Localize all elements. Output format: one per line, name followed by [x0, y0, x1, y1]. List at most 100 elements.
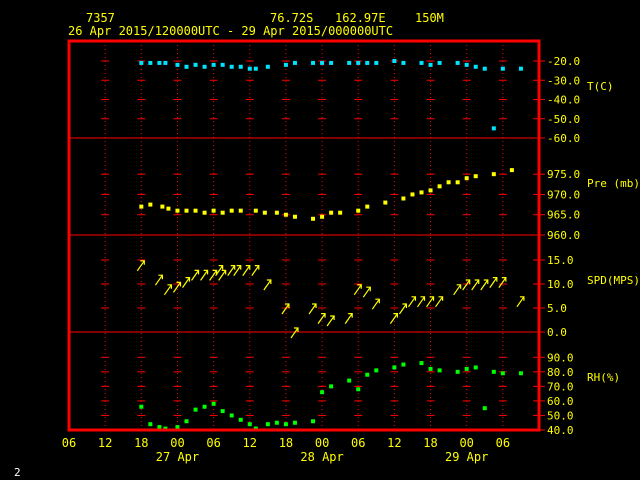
wind-arrow-head	[203, 269, 209, 275]
data-point	[253, 208, 258, 213]
data-point	[274, 210, 279, 215]
data-point	[464, 366, 469, 371]
data-point	[464, 176, 469, 181]
data-point	[473, 174, 478, 179]
x-tick-label: 00	[315, 436, 329, 450]
wind-arrow-head	[483, 279, 489, 284]
wind-arrow-head	[366, 286, 371, 292]
data-point	[374, 60, 379, 65]
data-point	[175, 425, 180, 430]
data-point	[356, 208, 361, 213]
y-tick-label: 90.0	[547, 351, 574, 364]
data-point	[473, 365, 478, 370]
wind-arrow-head	[194, 269, 200, 275]
wind-arrow	[281, 303, 290, 315]
wind-arrow-head	[236, 265, 242, 270]
data-point	[193, 62, 198, 67]
data-point	[211, 401, 216, 406]
wind-arrow	[398, 303, 407, 315]
wind-arrow	[462, 279, 471, 291]
data-point	[166, 206, 171, 211]
y-tick-label: 15.0	[547, 254, 574, 267]
data-point	[320, 214, 325, 219]
wind-arrow	[362, 286, 371, 298]
data-point	[482, 406, 487, 411]
x-tick-label: 00	[459, 436, 473, 450]
y-tick-label: 70.0	[547, 380, 574, 393]
wind-arrow-head	[230, 265, 236, 270]
y-tick-label: -30.0	[547, 74, 580, 87]
data-point	[229, 413, 234, 418]
data-point	[139, 60, 144, 65]
wind-arrow	[263, 279, 272, 291]
y-tick-label: 975.0	[547, 168, 580, 181]
wind-arrow	[227, 265, 236, 276]
station-location: 76.72S 162.97E	[270, 11, 386, 25]
data-point	[329, 60, 334, 65]
data-point	[184, 208, 189, 213]
wind-arrow-head	[375, 298, 380, 304]
data-point	[139, 204, 144, 209]
data-point	[347, 60, 352, 65]
data-point	[202, 210, 207, 215]
x-tick-label: 12	[98, 436, 112, 450]
wind-arrow	[480, 279, 489, 291]
data-point	[320, 390, 325, 395]
y-tick-label: -20.0	[547, 55, 580, 68]
wind-arrow-head	[185, 277, 191, 282]
data-point	[247, 422, 252, 427]
data-point	[374, 368, 379, 373]
data-point	[160, 204, 165, 209]
wind-arrow	[489, 277, 498, 288]
wind-arrow-head	[245, 265, 251, 270]
data-point	[193, 407, 198, 412]
data-point	[229, 208, 234, 213]
wind-arrow-head	[330, 315, 335, 320]
data-point	[229, 64, 234, 69]
data-point	[491, 126, 496, 131]
data-point	[329, 210, 334, 215]
wind-arrow	[215, 265, 224, 276]
data-point	[265, 422, 270, 427]
y-tick-label: -40.0	[547, 94, 580, 107]
wind-arrow-head	[438, 296, 444, 301]
data-point	[356, 387, 361, 392]
data-point	[518, 66, 523, 71]
wind-arrow	[435, 296, 444, 308]
wind-arrow-head	[492, 277, 498, 282]
data-point	[329, 384, 334, 389]
wind-arrow	[218, 270, 227, 281]
wind-arrow	[172, 282, 181, 293]
wind-arrow-head	[402, 303, 408, 308]
data-point	[509, 168, 514, 173]
wind-arrow-head	[474, 279, 480, 284]
data-point	[419, 60, 424, 65]
data-point	[211, 208, 216, 213]
wind-arrow	[471, 279, 480, 291]
data-point	[157, 425, 162, 430]
data-point	[320, 60, 325, 65]
grid-layer	[69, 41, 545, 431]
wind-arrow	[136, 260, 145, 272]
data-point	[283, 212, 288, 217]
data-point	[419, 361, 424, 366]
x-tick-label: 00	[170, 436, 184, 450]
data-point	[401, 60, 406, 65]
wind-arrow	[182, 277, 190, 288]
data-point	[455, 369, 460, 374]
x-tick-label: 18	[279, 436, 293, 450]
data-point	[211, 62, 216, 67]
data-point	[500, 66, 505, 71]
data-point	[220, 210, 225, 215]
data-point	[356, 60, 361, 65]
wind-arrow-head	[348, 313, 353, 318]
x-tick-label: 18	[134, 436, 148, 450]
y-axis-label: T(C)	[587, 80, 614, 93]
data-point	[464, 62, 469, 67]
data-point	[428, 62, 433, 67]
wind-arrow	[453, 284, 462, 296]
data-point	[491, 369, 496, 374]
data-point	[163, 60, 168, 65]
y-tick-label: 965.0	[547, 209, 580, 222]
data-point	[238, 64, 243, 69]
